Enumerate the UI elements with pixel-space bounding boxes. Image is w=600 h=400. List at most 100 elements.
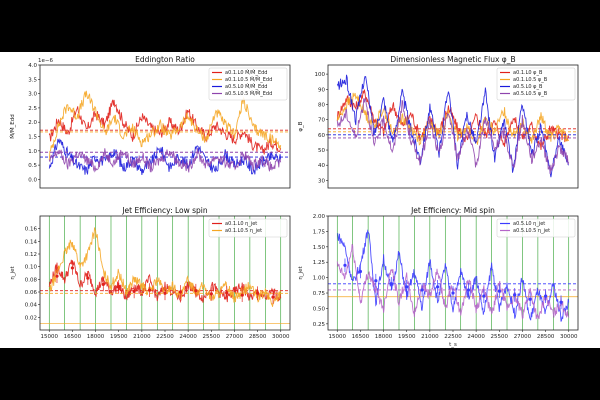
bin-point — [435, 285, 440, 289]
y-tick-label: 1.25 — [313, 260, 326, 266]
x-tick-label: 27000 — [514, 334, 532, 340]
x-tick-label: 21000 — [133, 334, 151, 340]
y-tick-label: 1.00 — [313, 276, 326, 282]
y-tick-label: 0.10 — [25, 265, 38, 271]
x-tick-label: 19500 — [398, 334, 416, 340]
y-tick-label: 70 — [318, 118, 325, 124]
y-tick-label: 90 — [318, 87, 325, 93]
y-tick-label: 1.5 — [28, 135, 37, 141]
x-tick-label: 24000 — [179, 334, 197, 340]
panel-jet_low: Jet Efficiency: Low spin 0.02 0.04 0.06 0.08… — [10, 206, 291, 340]
y-tick-label: 1.75 — [313, 229, 326, 235]
legend-box — [496, 218, 576, 238]
series-line — [48, 90, 282, 161]
bin-point — [405, 285, 409, 289]
x-tick-label: 25500 — [491, 334, 509, 340]
y-tick-label: 50 — [318, 148, 325, 154]
panel-title: Dimensionless Magnetic Flux φ_B — [390, 55, 515, 64]
bin-point — [55, 274, 59, 278]
bin-point — [70, 266, 75, 270]
legend: a0.1.L0 φ_Ba0.1.L0.5 φ_Ba0.5.L0 φ_Ba0.5.… — [496, 67, 576, 101]
series-line — [336, 243, 570, 320]
bin-point — [147, 288, 152, 292]
bin-point — [240, 293, 244, 297]
y-axis-label: η_jet — [10, 266, 16, 280]
y-axis-label: φ_B — [298, 121, 304, 131]
bin-point — [497, 289, 501, 293]
x-tick-label: 30000 — [560, 334, 578, 340]
y-tick-label: 0.16 — [25, 227, 38, 233]
offset-label: 1e−6 — [38, 58, 53, 64]
legend-entry: a0.5.L0.5 η_jet — [513, 228, 550, 234]
x-tick-label: 15000 — [41, 334, 59, 340]
legend-entry: a0.5.L0 φ_B — [513, 84, 543, 90]
bin-point — [86, 276, 90, 280]
legend-entry: a0.1.L0 η_jet — [225, 221, 257, 227]
bin-point — [343, 263, 347, 267]
legend-entry: a0.5.L0.5 φ_B — [513, 91, 548, 97]
y-tick-label: 40 — [318, 163, 325, 169]
y-tick-label: 3.5 — [28, 77, 37, 83]
bin-point — [374, 279, 378, 283]
x-tick-label: 21000 — [421, 334, 439, 340]
x-tick-label: 16500 — [64, 334, 82, 340]
bin-point — [132, 289, 136, 293]
x-tick-label: 18000 — [87, 334, 105, 340]
y-tick-label: 80 — [318, 102, 325, 108]
y-tick-label: 0.75 — [313, 291, 326, 297]
legend-box — [496, 67, 576, 101]
y-tick-label: 0.0 — [28, 177, 37, 183]
figure-svg: Eddington Ratio 0.0 0.5 1.0 1.5 2.0 2.5 3.0 3.5 4… — [9, 55, 579, 348]
x-tick-label: 25500 — [203, 334, 221, 340]
y-tick-label: 0.25 — [313, 322, 326, 328]
bin-point — [163, 291, 167, 295]
bin-point — [209, 292, 213, 296]
y-tick-label: 2.0 — [28, 120, 37, 126]
plot-area-jet_mid — [328, 216, 578, 330]
bin-point — [255, 291, 260, 295]
x-tick-label: 15000 — [329, 334, 347, 340]
y-tick-label: 100 — [315, 72, 326, 78]
series-line — [336, 74, 569, 178]
legend-entry: a0.1.L0.5 Ṁ/Ṁ_Edd — [225, 76, 272, 83]
plot-area-magflux — [328, 74, 578, 178]
bin-point — [543, 294, 548, 298]
figure-canvas: Eddington Ratio 0.0 0.5 1.0 1.5 2.0 2.5 3.0 3.5 4… — [0, 52, 600, 348]
legend-entry: a0.5.L0.5 Ṁ/Ṁ_Edd — [225, 90, 272, 97]
plot-area-eddington — [40, 90, 290, 176]
legend-entry: a0.1.L0.5 φ_B — [513, 77, 548, 83]
panel-title: Eddington Ratio — [135, 55, 195, 64]
x-tick-label: 28500 — [249, 334, 267, 340]
y-tick-label: 0.02 — [25, 315, 37, 321]
panel-magflux: Dimensionless Magnetic Flux φ_B 30 40 50 60 7… — [298, 55, 579, 189]
x-tick-label: 18000 — [375, 334, 393, 340]
y-tick-label: 0.12 — [25, 252, 37, 258]
x-axis-label: t_s — [449, 342, 457, 348]
bin-point — [178, 290, 183, 294]
x-tick-label: 16500 — [352, 334, 370, 340]
y-tick-label: 60 — [318, 133, 325, 139]
bin-point — [271, 295, 275, 299]
axes-frame — [327, 64, 579, 189]
bin-point — [513, 293, 517, 297]
legend-entry: a0.5.L0 η_jet — [513, 221, 545, 227]
y-tick-label: 4.0 — [28, 63, 37, 69]
x-tick-label: 24000 — [467, 334, 485, 340]
y-axis-label: η_jet — [298, 266, 304, 280]
bin-point — [101, 282, 105, 286]
legend-entry: a0.1.L0 Ṁ/Ṁ_Edd — [225, 69, 267, 76]
panel-title: Jet Efficiency: Low spin — [121, 206, 208, 215]
y-tick-label: 0.08 — [25, 277, 38, 283]
bin-point — [466, 288, 471, 292]
panel-title: Jet Efficiency: Mid spin — [410, 206, 495, 215]
y-tick-label: 2.00 — [313, 214, 326, 220]
bin-point — [389, 282, 393, 286]
legend-entry: a0.1.L0.5 η_jet — [225, 228, 262, 234]
y-tick-label: 0.04 — [25, 303, 38, 309]
x-tick-label: 28500 — [537, 334, 555, 340]
bin-point — [528, 297, 532, 301]
